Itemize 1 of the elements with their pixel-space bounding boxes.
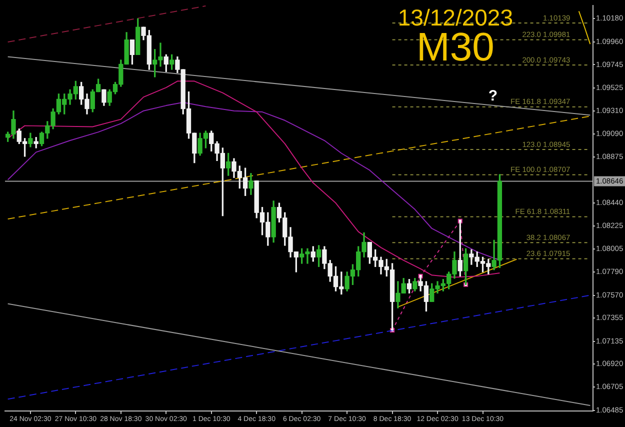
annotation: ? <box>488 88 498 105</box>
